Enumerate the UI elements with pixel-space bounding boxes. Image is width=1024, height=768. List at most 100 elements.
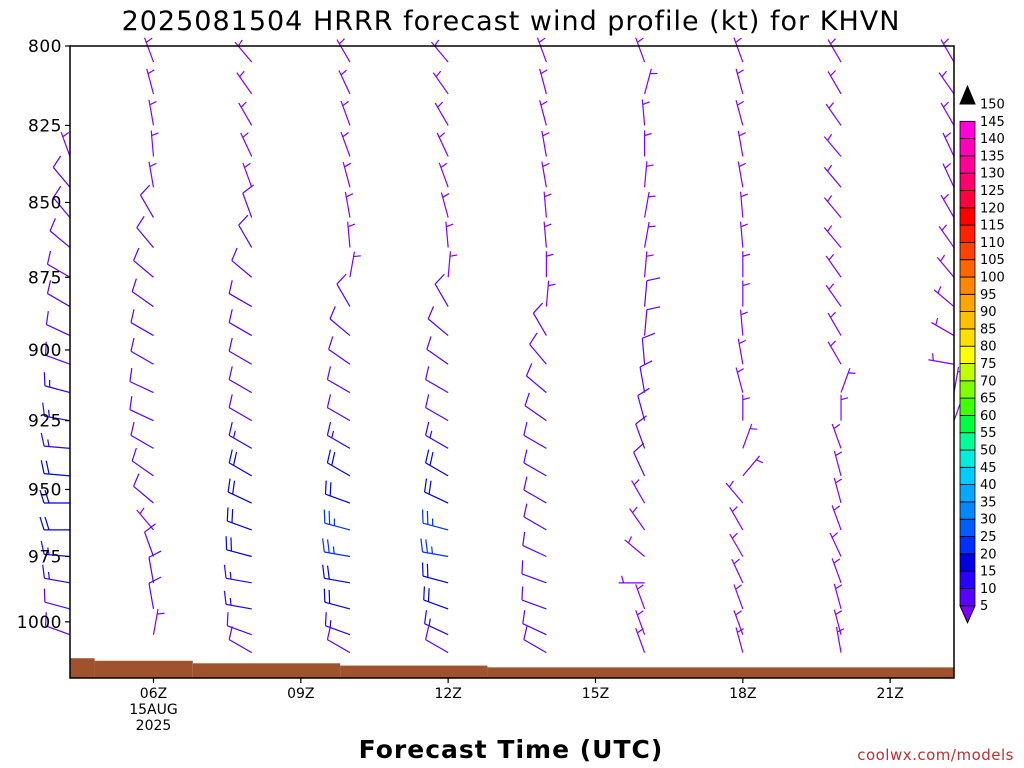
- wind-barb: [228, 280, 253, 308]
- colorbar-label: 55: [980, 426, 997, 441]
- wind-barb: [827, 311, 842, 336]
- colorbar-label: 150: [980, 98, 1005, 113]
- wind-barb: [328, 336, 351, 365]
- colorbar-swatch: [959, 501, 976, 520]
- wind-barb: [425, 366, 449, 394]
- ground-surface: [94, 660, 193, 678]
- colorbar-label: 75: [980, 357, 997, 372]
- wind-barb: [644, 221, 656, 248]
- wind-barb: [39, 516, 70, 531]
- wind-barb: [936, 254, 955, 278]
- wind-barb: [226, 507, 252, 531]
- wind-barb: [521, 560, 547, 584]
- chart-title: 2025081504 HRRR forecast wind profile (k…: [122, 6, 901, 37]
- wind-barb: [933, 286, 955, 308]
- colorbar-label: 140: [980, 132, 1005, 147]
- colorbar-swatch: [959, 241, 976, 261]
- colorbar-swatch: [959, 207, 976, 226]
- wind-barb: [940, 193, 955, 218]
- wind-barb: [827, 38, 842, 63]
- ground-surface: [340, 665, 488, 678]
- wind-barb: [447, 251, 458, 278]
- wind-barb: [827, 340, 842, 365]
- wind-barb: [543, 221, 552, 248]
- colorbar-swatch: [959, 259, 976, 278]
- wind-barb: [130, 422, 154, 449]
- wind-barb: [739, 221, 749, 248]
- wind-barb: [729, 532, 744, 557]
- wind-barb: [324, 612, 351, 636]
- wind-barb: [322, 564, 351, 584]
- wind-barb: [326, 394, 351, 422]
- wind-barb: [148, 99, 157, 126]
- wind-barb: [823, 225, 842, 248]
- wind-barb: [940, 38, 955, 63]
- wind-barb: [336, 38, 351, 63]
- y-tick-label: 975: [28, 548, 62, 568]
- colorbar-swatch: [959, 311, 976, 330]
- y-tick-label: 825: [28, 116, 62, 136]
- wind-barb: [227, 478, 252, 504]
- wind-barb: [735, 627, 744, 653]
- wind-barb: [144, 37, 155, 63]
- wind-barb: [46, 250, 71, 278]
- wind-barb: [236, 70, 253, 95]
- y-tick-label: 875: [28, 268, 62, 288]
- wind-barb: [139, 184, 155, 218]
- wind-barb: [228, 309, 253, 337]
- x-tick-label: 06Z: [140, 686, 167, 702]
- wind-barb: [635, 37, 646, 63]
- wind-barb: [340, 100, 351, 126]
- wind-barb: [635, 627, 646, 653]
- wind-barb: [322, 538, 351, 558]
- colorbar-label: 90: [980, 305, 997, 320]
- wind-barb: [152, 609, 165, 635]
- wind-barb: [823, 134, 842, 157]
- wind-barb: [825, 254, 842, 278]
- wind-barb: [938, 70, 955, 95]
- colorbar-swatch: [959, 276, 976, 295]
- wind-barb: [60, 131, 71, 157]
- wind-barb: [42, 402, 71, 422]
- wind-barb: [523, 449, 547, 477]
- colorbar-label: 100: [980, 271, 1005, 286]
- wind-barb: [641, 332, 656, 365]
- wind-barb: [223, 564, 252, 584]
- wind-barb: [228, 337, 253, 365]
- wind-barb: [825, 283, 842, 307]
- wind-barb: [833, 477, 843, 504]
- wind-barb: [445, 221, 454, 248]
- wind-barb: [427, 306, 449, 337]
- wind-barb: [228, 449, 253, 477]
- wind-barb: [323, 588, 351, 610]
- plot-frame: [69, 45, 955, 679]
- wind-barb: [46, 280, 71, 308]
- wind-barb: [326, 626, 351, 654]
- y-tick-label: 800: [28, 37, 62, 57]
- x-tick-label: 2025: [136, 718, 172, 734]
- colorbar-swatch: [959, 553, 976, 572]
- colorbar-label: 50: [980, 444, 997, 459]
- colorbar-label: 145: [980, 115, 1005, 130]
- wind-barb: [150, 130, 159, 157]
- colorbar-label: 80: [980, 340, 997, 355]
- colorbar-label: 5: [980, 599, 988, 614]
- wind-barb: [136, 215, 154, 248]
- x-tick-label: 15Z: [582, 686, 609, 702]
- colorbar-swatch: [959, 414, 976, 434]
- wind-barb: [238, 214, 253, 248]
- wind-barb: [737, 161, 746, 188]
- wind-barb: [523, 626, 547, 654]
- wind-barb: [545, 251, 554, 278]
- wind-barb: [618, 575, 645, 584]
- wind-barb: [425, 422, 449, 449]
- wind-barb: [644, 161, 654, 188]
- wind-barb: [731, 558, 744, 584]
- wind-barb: [423, 610, 449, 636]
- wind-barb: [40, 460, 71, 477]
- wind-barb: [426, 336, 449, 365]
- wind-barb: [225, 536, 252, 558]
- colorbar-swatch: [959, 293, 976, 312]
- colorbar-swatch: [959, 328, 976, 347]
